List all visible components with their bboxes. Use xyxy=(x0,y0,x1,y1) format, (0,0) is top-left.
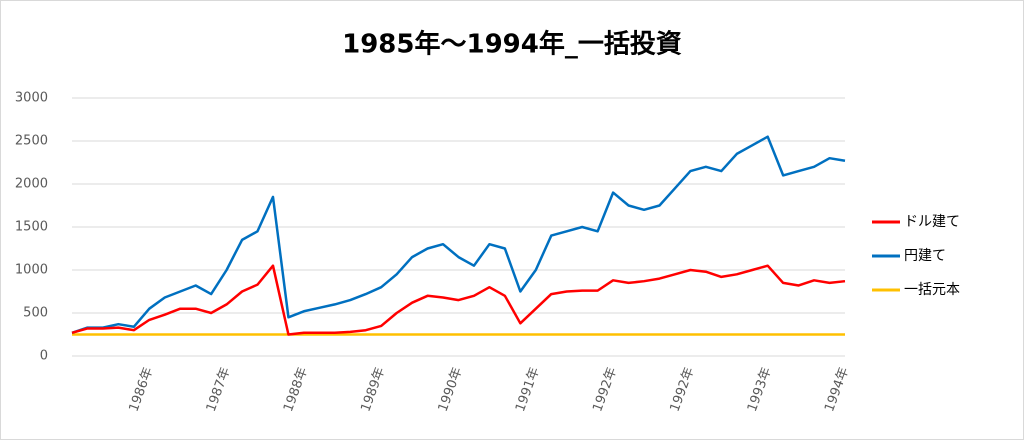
y-tick-label: 1500 xyxy=(15,220,48,235)
legend-label: 一括元本 xyxy=(904,282,960,298)
legend-label: 円建て xyxy=(904,248,946,264)
y-tick-label: 2500 xyxy=(15,134,48,149)
y-tick-label: 500 xyxy=(23,306,48,321)
series-line xyxy=(71,264,846,336)
y-tick-label: 3000 xyxy=(15,91,48,106)
y-tick-label: 2000 xyxy=(15,177,48,192)
legend-label: ドル建て xyxy=(904,214,960,230)
series-line xyxy=(71,135,846,334)
y-tick-label: 0 xyxy=(40,349,48,364)
y-tick-label: 1000 xyxy=(15,263,48,278)
chart-title: 1985年～1994年_一括投資 xyxy=(342,29,682,60)
